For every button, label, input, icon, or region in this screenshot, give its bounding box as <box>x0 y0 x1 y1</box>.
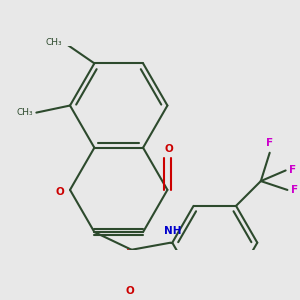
Text: O: O <box>56 187 65 197</box>
Text: F: F <box>289 166 296 176</box>
Text: CH₃: CH₃ <box>16 108 33 117</box>
Text: O: O <box>125 286 134 296</box>
Text: F: F <box>266 138 273 148</box>
Text: F: F <box>291 185 298 195</box>
Text: NH: NH <box>164 226 181 236</box>
Text: O: O <box>165 144 174 154</box>
Text: CH₃: CH₃ <box>46 38 62 46</box>
